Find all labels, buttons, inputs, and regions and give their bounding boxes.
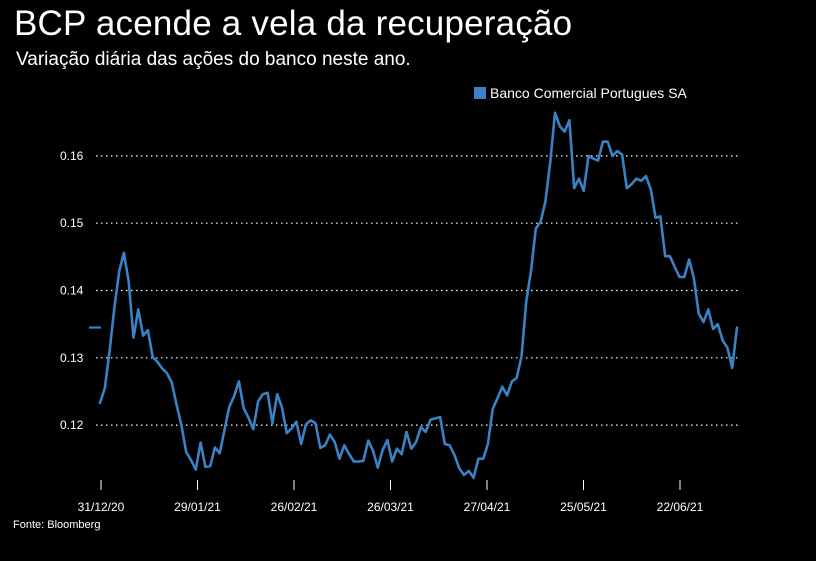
y-tick-label: 0.13: [60, 351, 84, 365]
grid-lines: [96, 155, 738, 426]
y-tick-label: 0.15: [60, 216, 84, 230]
y-tick-label: 0.12: [60, 418, 84, 432]
series-layer: [89, 111, 739, 480]
legend-swatch: [474, 87, 486, 99]
y-tick-label: 0.16: [60, 149, 84, 163]
x-tick-label: 22/06/21: [657, 500, 704, 514]
chart-subtitle: Variação diária das ações do banco neste…: [16, 49, 411, 70]
y-axis-tick-labels: 0.12 0.13 0.14 0.15 0.16: [60, 149, 84, 432]
x-tick-label: 31/12/20: [78, 500, 125, 514]
legend-label: Banco Comercial Portugues SA: [490, 85, 688, 101]
chart-title: BCP acende a vela da recuperação: [14, 4, 573, 43]
source-note: Fonte: Bloomberg: [13, 519, 101, 531]
x-tick-label: 27/04/21: [464, 500, 511, 514]
x-tick-label: 25/05/21: [560, 500, 607, 514]
series-line: [98, 111, 739, 480]
x-tick-label: 26/02/21: [271, 500, 318, 514]
x-axis-ticks: 31/12/20 29/01/21 26/02/21 26/03/21 27/04/21…: [78, 480, 704, 514]
x-tick-label: 29/01/21: [174, 500, 221, 514]
y-tick-label: 0.14: [60, 284, 84, 298]
x-tick-label: 26/03/21: [367, 500, 414, 514]
chart-legend: Banco Comercial Portugues SA: [474, 85, 688, 101]
